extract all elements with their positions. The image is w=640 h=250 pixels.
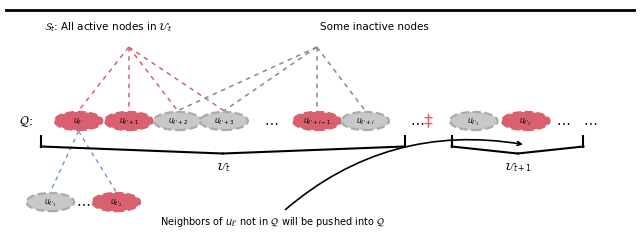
Text: $\cdots$: $\cdots$ xyxy=(410,114,424,128)
Text: $u_{\ell'}$: $u_{\ell'}$ xyxy=(74,116,84,127)
Text: $u_{\ell'+2}$: $u_{\ell'+2}$ xyxy=(168,116,188,127)
Circle shape xyxy=(502,112,550,130)
Circle shape xyxy=(26,193,74,211)
Text: $\mathcal{Q}$:: $\mathcal{Q}$: xyxy=(19,114,33,129)
Circle shape xyxy=(450,112,497,130)
Text: $\cdots$: $\cdots$ xyxy=(556,114,570,128)
Circle shape xyxy=(54,112,102,130)
Text: Some inactive nodes: Some inactive nodes xyxy=(320,22,429,32)
Text: $u_{\ell'+i-1}$: $u_{\ell'+i-1}$ xyxy=(303,116,331,127)
Text: $\mathcal{S}_t$: All active nodes in $\mathcal{U}_t$: $\mathcal{S}_t$: All active nodes in $\m… xyxy=(44,20,173,33)
Text: $\ddagger$: $\ddagger$ xyxy=(422,112,433,130)
Text: $u_{\ell'_1}$: $u_{\ell'_1}$ xyxy=(44,196,57,208)
Text: Neighbors of $u_{\ell'}$ not in $\mathcal{Q}$ will be pushed into $\mathcal{Q}$: Neighbors of $u_{\ell'}$ not in $\mathca… xyxy=(160,140,521,228)
Text: $u_{\ell'+3}$: $u_{\ell'+3}$ xyxy=(214,116,234,127)
Text: $\mathcal{U}_t$: $\mathcal{U}_t$ xyxy=(216,160,230,173)
Circle shape xyxy=(200,112,248,130)
Text: $u_{\ell'_2}$: $u_{\ell'_2}$ xyxy=(110,196,122,208)
Circle shape xyxy=(341,112,389,130)
Text: $\cdots$: $\cdots$ xyxy=(264,114,278,128)
Text: $\cdots$: $\cdots$ xyxy=(582,114,597,128)
Text: $u_{\ell'+i}$: $u_{\ell'+i}$ xyxy=(356,116,374,127)
Text: $\cdots$: $\cdots$ xyxy=(76,195,90,209)
Circle shape xyxy=(293,112,340,130)
Text: $u_{\ell'_1}$: $u_{\ell'_1}$ xyxy=(467,116,480,127)
Circle shape xyxy=(92,193,140,211)
Text: $u_{\ell'_2}$: $u_{\ell'_2}$ xyxy=(520,116,532,127)
Text: $\mathcal{U}_{t+1}$: $\mathcal{U}_{t+1}$ xyxy=(504,160,532,173)
Circle shape xyxy=(154,112,202,130)
Circle shape xyxy=(105,112,152,130)
Text: $u_{\ell'+1}$: $u_{\ell'+1}$ xyxy=(118,116,139,127)
